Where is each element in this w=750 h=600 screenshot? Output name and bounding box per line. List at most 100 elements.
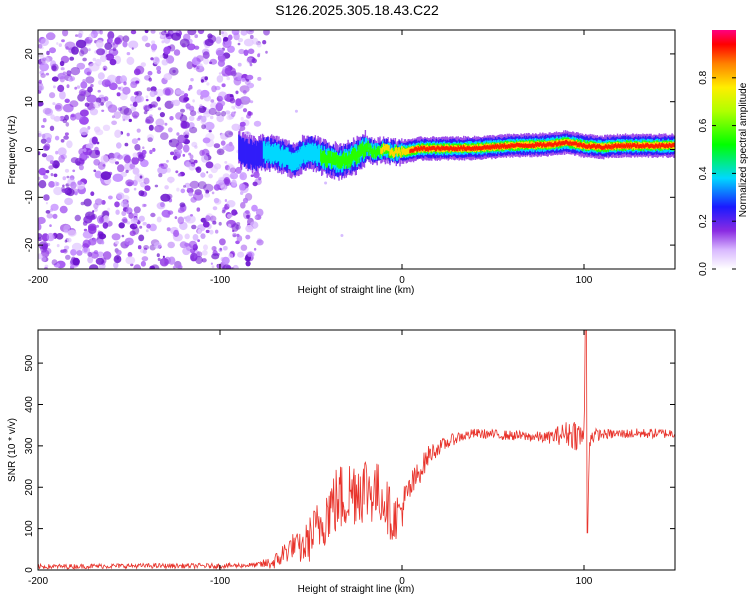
spectrogram-ridge-cell [358, 150, 360, 163]
spectrogram-noise-cell [122, 41, 128, 48]
spectrogram-noise-cell [129, 163, 135, 170]
spectrogram-ridge-cell [660, 143, 662, 148]
spectrogram-ridge-cell [349, 155, 351, 168]
spectrogram-ridge-cell [367, 140, 369, 150]
spectrogram-noise-cell [164, 185, 169, 190]
spectrogram-ridge-cell [253, 144, 256, 169]
spectrogram-ridge-cell [352, 147, 355, 160]
spectrogram-ridge-cell [473, 145, 476, 150]
snr-panel: -200 -100 0 100 0 100 200 300 400 500 Height of … [7, 329, 676, 595]
spectrogram-x-label: Height of straight line (km) [298, 285, 415, 296]
spectrogram-noise-cell [155, 118, 165, 127]
spectrogram-noise-cell [200, 172, 206, 178]
spectrogram-noise-cell [38, 100, 44, 107]
spectrogram-ridge-cell [539, 141, 541, 146]
spectrogram-noise-cell [258, 176, 262, 181]
spectrogram-ridge-cell [530, 143, 532, 148]
spectrogram-noise-cell [161, 30, 167, 36]
spectrogram-noise-cell [89, 108, 99, 116]
spectrogram-ridge-cell [520, 143, 522, 148]
spectrogram-ridge-cell [592, 144, 594, 149]
spectrogram-noise-cell [83, 198, 92, 207]
spectrogram-ridge-cell [549, 142, 551, 147]
spectrogram-noise-cell [53, 262, 61, 268]
spectrogram-ridge-cell [513, 144, 515, 148]
spectrogram-noise-cell [94, 170, 102, 179]
spectrogram-ridge-cell [434, 147, 437, 152]
spectrogram-ridge-cell [670, 144, 672, 148]
spectrogram-ridge-cell [601, 146, 603, 150]
spectrogram-ridge-cell [653, 144, 655, 149]
spectrogram-noise-cell [228, 223, 231, 228]
spectrogram-ridge-cell [404, 149, 407, 156]
spectrogram-noise-cell [142, 146, 145, 149]
spectrogram-ridge-cell [389, 143, 391, 155]
spectrogram-ridge-cell [544, 143, 546, 148]
spectrogram-noise-cell [155, 88, 165, 97]
spectrogram-noise-cell [42, 173, 46, 176]
spectrogram-ridge-cell [485, 145, 488, 150]
spectrogram-noise-cell [74, 214, 82, 222]
spectrogram-ridge-cell [626, 144, 629, 149]
spectrogram-ridge-cell [461, 145, 463, 150]
spectrogram-noise-cell [209, 229, 214, 235]
spectrogram-noise-cell [265, 50, 268, 54]
spectrogram-noise-cell [246, 57, 254, 64]
spectrogram-ridge-cell [597, 144, 599, 149]
spectrogram-noise-cell [192, 192, 204, 201]
spectrogram-noise-cell [202, 51, 210, 59]
spectrogram-noise-cell [186, 61, 194, 70]
spectrogram-noise-cell [70, 76, 76, 81]
spectrogram-ridge-cell [657, 144, 660, 148]
spectrogram-noise-cell [79, 109, 89, 117]
spectrogram-ridge-cell [430, 146, 432, 151]
spectrogram-noise-cell [66, 84, 70, 89]
spectrogram-noise-cell [83, 148, 87, 153]
spectrogram-noise-cell [167, 210, 174, 215]
spectrogram-ridge-cell [314, 143, 316, 161]
spectrogram-ridge-cell [294, 152, 296, 170]
spectrogram-noise-cell [44, 108, 53, 116]
spectrogram-noise-cell [242, 197, 249, 204]
spectrogram-ridge-cell [306, 144, 308, 163]
spectrogram-noise-cell [51, 259, 58, 266]
spectrogram-noise-cell [150, 43, 158, 51]
spectrogram-noise-cell [221, 256, 230, 265]
spectrogram-noise-cell [165, 33, 170, 37]
spectrogram-ridge-cell [386, 144, 388, 150]
spectrogram-ridge-cell [497, 144, 499, 149]
spectrogram-ridge-cell [616, 144, 619, 149]
spectrogram-noise-cell [197, 239, 201, 243]
spectrogram-noise-cell [102, 215, 110, 224]
spectrogram-ridge-cell [493, 145, 496, 150]
spectrogram-ridge-cell [612, 145, 614, 150]
spectrogram-ridge-cell [249, 143, 251, 169]
spectrogram-noise-cell [117, 86, 121, 90]
spectrogram-ridge-cell [317, 145, 319, 163]
spectrogram-ridge-cell [605, 144, 608, 149]
spectrogram-ridge-cell [263, 140, 266, 159]
spectrogram-ridge-cell [331, 156, 333, 169]
spectrogram-noise-cell [105, 53, 115, 61]
spectrogram-noise-cell [55, 182, 60, 186]
spectrogram-ridge-cell [550, 142, 552, 146]
spectrogram-ridge-cell [494, 143, 497, 148]
spectrogram-ridge-cell [655, 143, 657, 148]
spectrogram-noise-cell [224, 143, 235, 152]
spectrogram-ridge-cell [321, 151, 324, 164]
spectrogram-ridge-cell [458, 147, 460, 151]
spectrogram-noise-cell [215, 111, 222, 116]
spectrogram-noise-cell [59, 60, 65, 67]
spectrogram-noise-cell [44, 264, 49, 268]
spectrogram-x-tick-label: -100 [210, 275, 230, 286]
spectrogram-ridge-cell [353, 148, 356, 161]
spectrogram-noise-cell [91, 136, 98, 145]
spectrogram-ridge-cell [324, 153, 327, 167]
spectrogram-ridge-cell [333, 152, 336, 165]
spectrogram-noise-cell [120, 75, 127, 84]
spectrogram-ridge-cell [511, 143, 513, 148]
spectrogram-noise-cell [188, 191, 194, 197]
spectrogram-noise-cell [175, 89, 183, 95]
spectrogram-noise-cell [201, 250, 208, 256]
spectrogram-ridge-cell [468, 145, 470, 150]
